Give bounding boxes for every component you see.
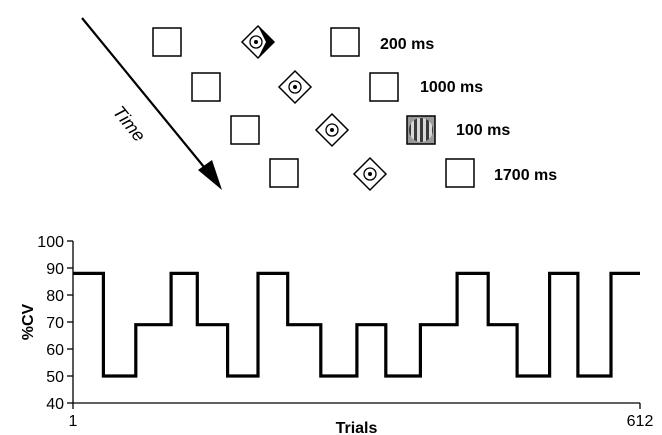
stage-duration: 1000 ms [420, 79, 483, 96]
time-arrow: Time [81, 17, 222, 190]
y-tick-label: 80 [46, 288, 64, 305]
time-arrow-line [81, 17, 214, 179]
y-tick-label: 100 [37, 234, 64, 251]
left-placeholder-box [152, 27, 182, 57]
y-axis-title: %CV [20, 303, 37, 340]
x-axis-ticks: 1 612 [69, 403, 654, 430]
y-tick-label: 60 [46, 342, 64, 359]
x-axis-title: Trials [336, 420, 378, 435]
stage-duration: 200 ms [380, 36, 434, 53]
stage-3: 100 ms [230, 112, 510, 148]
right-placeholder-box [445, 158, 475, 188]
left-placeholder-box [191, 72, 221, 102]
time-label: Time [109, 102, 150, 146]
time-arrow-head [198, 160, 222, 190]
fixation-diamond-icon [314, 112, 350, 148]
grating-stimulus-icon [406, 115, 436, 145]
stage-4: 1700 ms [269, 156, 557, 192]
left-placeholder-box [269, 158, 299, 188]
x-tick-label: 612 [627, 413, 654, 430]
left-placeholder-box [230, 115, 260, 145]
fixation-diamond-icon [277, 69, 313, 105]
y-axis-ticks: 40 50 60 70 80 90 100 [37, 234, 73, 413]
stage-duration: 1700 ms [494, 167, 557, 184]
right-placeholder-box [369, 72, 399, 102]
fixation-diamond-icon [352, 156, 388, 192]
diamond-cue-icon [240, 24, 276, 60]
stage-2: 1000 ms [191, 69, 483, 105]
y-tick-label: 70 [46, 315, 64, 332]
stage-1: 200 ms [152, 24, 434, 60]
x-tick-label: 1 [69, 413, 78, 430]
stage-duration: 100 ms [456, 122, 510, 139]
right-placeholder-box [330, 27, 360, 57]
y-tick-label: 40 [46, 396, 64, 413]
y-tick-label: 90 [46, 261, 64, 278]
y-tick-label: 50 [46, 369, 64, 386]
cv-series-line [73, 271, 640, 378]
